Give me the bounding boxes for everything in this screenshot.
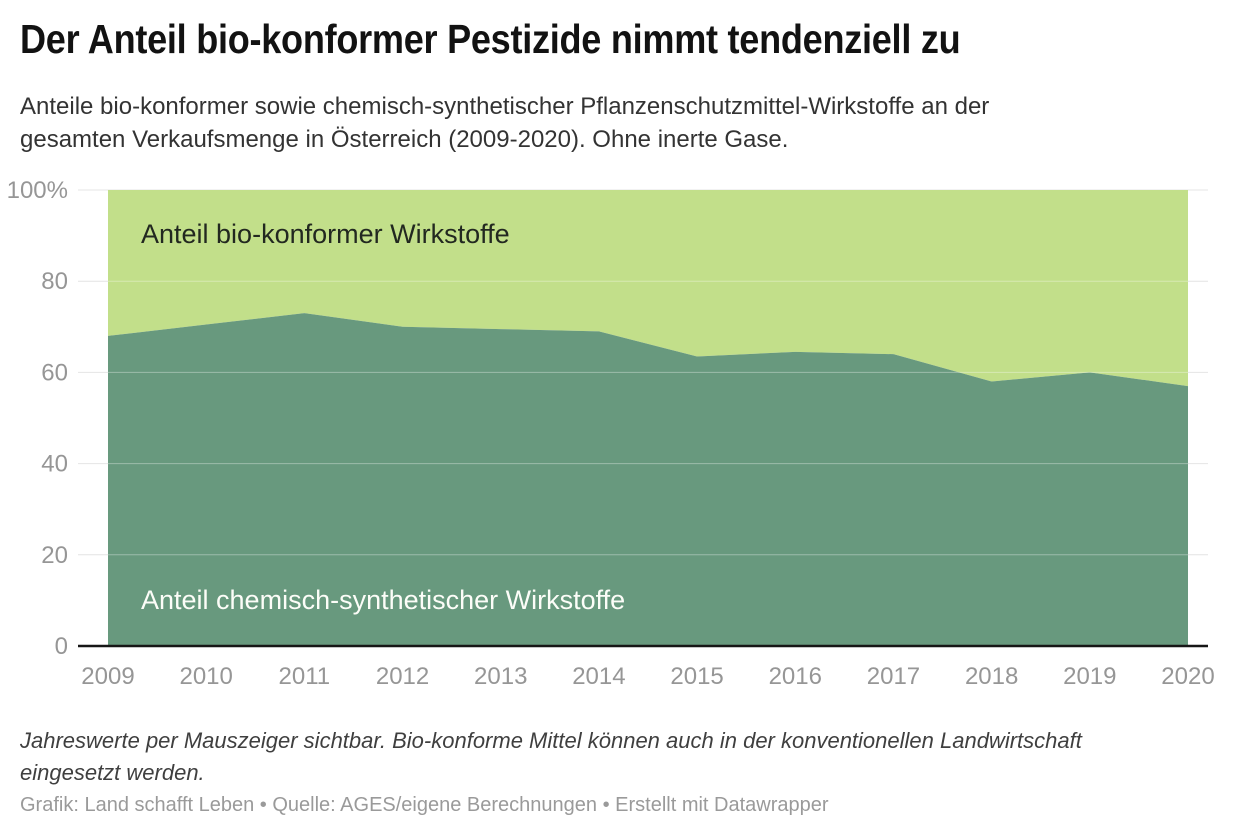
x-axis-tick-label: 2015 — [670, 663, 723, 690]
x-axis-tick-label: 2010 — [179, 663, 232, 690]
page-title: Der Anteil bio-konformer Pestizide nimmt… — [20, 16, 961, 62]
y-axis-tick-label: 80 — [41, 268, 68, 295]
chart-subtitle: Anteile bio-konformer sowie chemisch-syn… — [20, 93, 990, 153]
y-axis-tick-label: 0 — [55, 633, 68, 660]
x-axis-tick-label: 2016 — [769, 663, 822, 690]
x-axis-tick-label: 2011 — [279, 663, 331, 690]
x-axis-tick-label: 2020 — [1161, 663, 1214, 690]
y-axis-tick-label: 60 — [41, 359, 68, 386]
y-axis-tick-label: 100% — [7, 177, 68, 204]
x-axis-tick-label: 2014 — [572, 663, 625, 690]
x-axis-tick-label: 2012 — [376, 663, 429, 690]
area-bio-konformer-wirkstoffe[interactable] — [108, 190, 1188, 387]
y-axis-tick-label: 20 — [41, 542, 68, 569]
area-chemisch-synthetischer-wirkstoffe[interactable] — [108, 313, 1188, 646]
series-label-chemisch-synthetisch: Anteil chemisch-synthetischer Wirkstoffe — [141, 585, 626, 615]
x-axis-tick-label: 2019 — [1063, 663, 1116, 690]
x-axis-tick-label: 2017 — [867, 663, 920, 690]
y-axis-tick-label: 40 — [41, 451, 68, 478]
x-axis-tick-label: 2009 — [81, 663, 134, 690]
credits-line: Grafik: Land schafft Leben • Quelle: AGE… — [20, 794, 829, 816]
series-label-bio-konform: Anteil bio-konformer Wirkstoffe — [141, 219, 510, 249]
x-axis-tick-label: 2013 — [474, 663, 527, 690]
x-axis-tick-label: 2018 — [965, 663, 1018, 690]
chart-footnote: Jahreswerte per Mauszeiger sichtbar. Bio… — [20, 728, 1082, 785]
